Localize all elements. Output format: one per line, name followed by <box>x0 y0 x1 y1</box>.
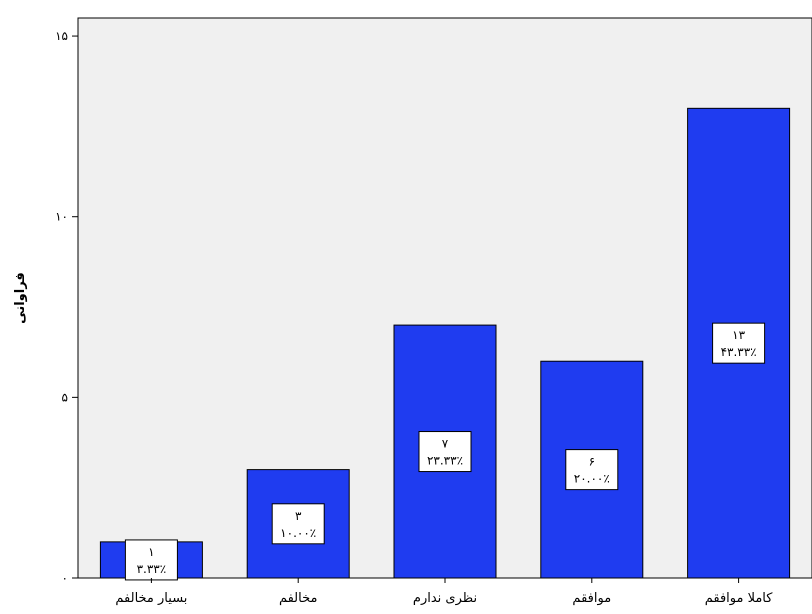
data-label-count: ۳ <box>295 509 302 523</box>
x-tick-label: موافقم <box>572 591 611 606</box>
y-tick-label: ۱۵ <box>55 29 68 43</box>
x-tick-label: کاملا موافقم <box>705 591 774 606</box>
data-label-percent: ۴۳.۳۳٪ <box>721 345 757 359</box>
data-label-box <box>565 449 619 491</box>
data-label-percent: ۲۳.۳۳٪ <box>427 454 463 468</box>
data-label-percent: ۲۰.۰۰٪ <box>574 472 610 486</box>
data-label-box <box>418 431 472 473</box>
y-tick-label: ۱۰ <box>55 210 68 224</box>
data-label-count: ۱ <box>148 545 154 559</box>
data-label-count: ۷ <box>442 437 449 451</box>
y-axis: ۰ ۵ ۱۰ ۱۵ <box>55 29 78 585</box>
data-label-box <box>712 322 766 364</box>
x-axis-labels: بسیار مخالفم مخالفم نظری ندارم موافقم کاملا … <box>115 578 773 606</box>
data-label-percent: ۱۰.۰۰٪ <box>280 526 316 540</box>
data-label-box <box>271 503 325 545</box>
x-tick-label: نظری ندارم <box>413 591 477 606</box>
y-tick-label: ۵ <box>62 390 68 404</box>
x-tick-label: مخالفم <box>279 591 318 606</box>
data-label-count: ۱۳ <box>732 328 745 342</box>
data-label-percent: ۳.۳۳٪ <box>137 562 167 576</box>
x-tick-label: بسیار مخالفم <box>115 591 187 606</box>
y-tick-label: ۰ <box>62 571 68 585</box>
y-axis-label: فراوانی <box>13 272 28 324</box>
data-label-count: ۶ <box>589 455 595 469</box>
